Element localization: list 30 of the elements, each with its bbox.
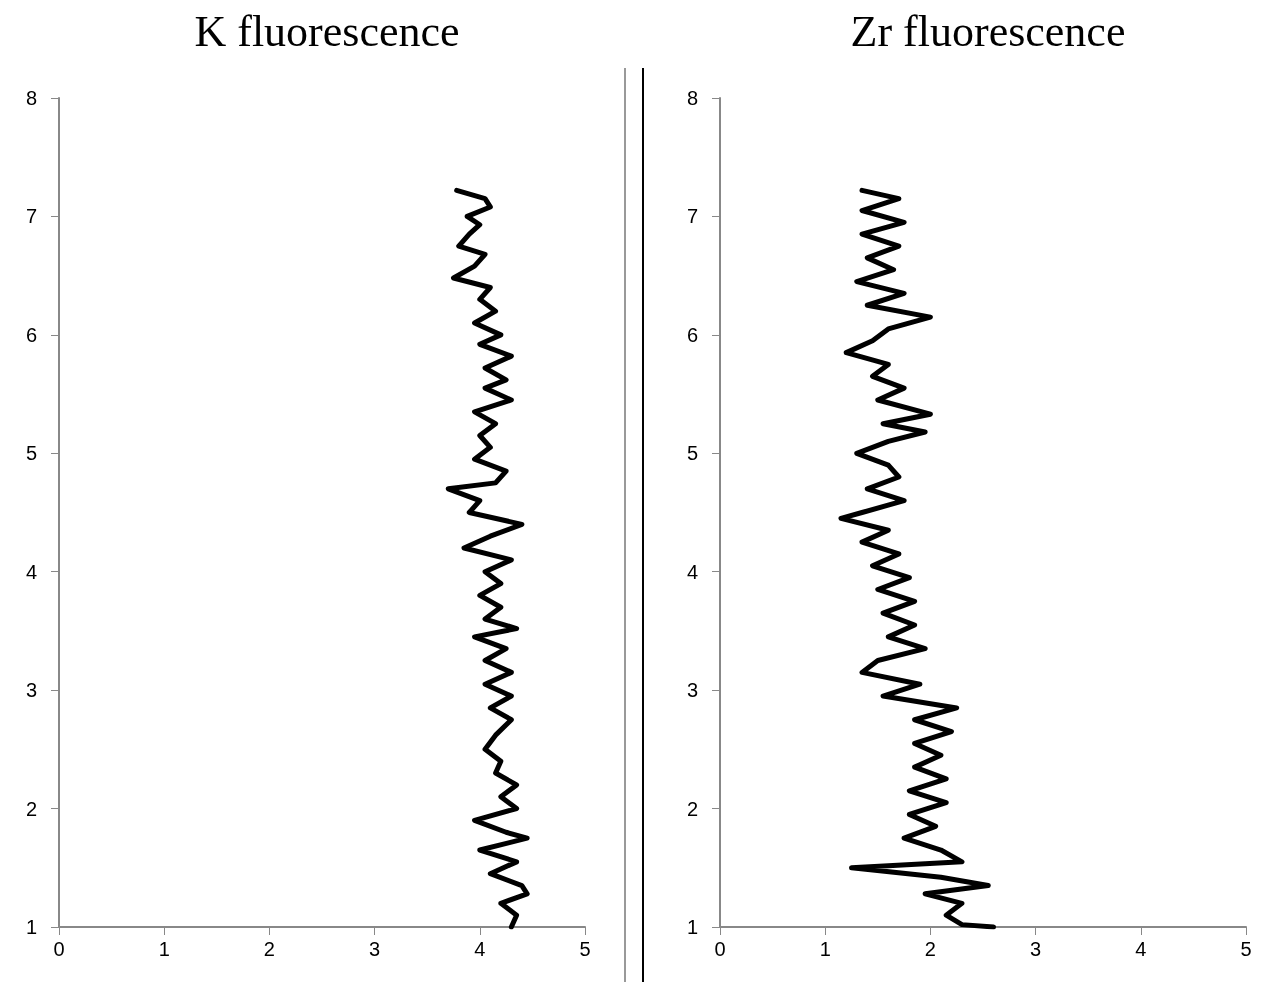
- x-tick-label: 2: [263, 938, 275, 960]
- y-tick-label: 8: [25, 87, 37, 109]
- chart-title: K fluorescence: [194, 6, 460, 56]
- x-tick-label: 5: [1240, 938, 1252, 960]
- y-tick-label: 3: [686, 679, 698, 702]
- x-tick-label: 5: [579, 938, 591, 960]
- y-tick-label: 5: [25, 442, 37, 465]
- x-tick-label: 3: [1030, 938, 1042, 960]
- y-tick-label: 8: [686, 87, 698, 109]
- y-tick-label: 6: [25, 323, 37, 346]
- y-tick-label: 6: [686, 323, 698, 346]
- y-tick-label: 4: [25, 560, 37, 583]
- y-tick-label: 2: [686, 797, 698, 820]
- y-tick-label: 1: [686, 916, 698, 938]
- x-tick-label: 0: [714, 938, 726, 960]
- x-tick-label: 4: [474, 938, 486, 960]
- y-tick-label: 5: [686, 442, 698, 465]
- y-tick-label: 3: [25, 679, 37, 702]
- x-tick-label: 3: [369, 938, 381, 960]
- x-tick-label: 4: [1135, 938, 1147, 960]
- y-tick-label: 7: [686, 205, 698, 228]
- y-tick-label: 2: [25, 797, 37, 820]
- y-tick-label: 7: [25, 205, 37, 228]
- x-tick-label: 2: [924, 938, 936, 960]
- chart-title: Zr fluorescence: [850, 6, 1126, 56]
- y-tick-label: 1: [25, 916, 37, 938]
- y-tick-label: 4: [686, 560, 698, 583]
- x-tick-label: 0: [53, 938, 65, 960]
- x-tick-label: 1: [158, 938, 170, 960]
- x-tick-label: 1: [819, 938, 831, 960]
